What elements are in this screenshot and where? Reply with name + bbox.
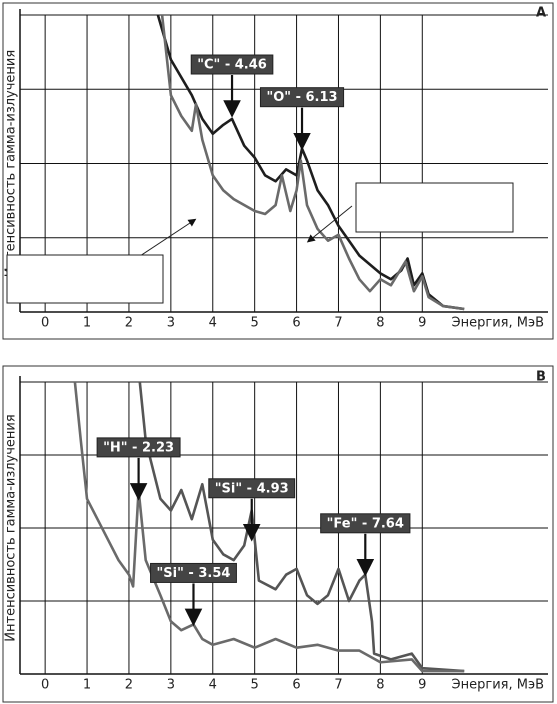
spectrum-line	[138, 382, 465, 673]
annotation-box	[320, 513, 411, 534]
y-axis-label: Интенсивность гамма-излучения	[4, 414, 19, 641]
annotation-box	[208, 478, 296, 499]
x-tick-label: 1	[83, 678, 91, 693]
chart-panel: 0 1 2 3 4 5 6 7 8 9 Энергия, МэВ Интенсивность гамм…	[4, 6, 548, 331]
callout-arrow	[139, 218, 197, 257]
x-tick-label: 0	[41, 316, 49, 331]
spectrum-line	[160, 15, 465, 311]
spectrum-line	[156, 15, 465, 311]
x-tick-label: 2	[125, 678, 133, 693]
x-tick-label: 4	[209, 316, 217, 331]
x-tick-label: 7	[334, 316, 342, 331]
callout-box	[355, 182, 514, 233]
x-axis-label: Энергия, МэВ	[452, 678, 544, 693]
panel-letter: A	[536, 6, 546, 21]
x-tick-label: 8	[376, 316, 384, 331]
panel-frame	[2, 2, 554, 340]
callout-box	[6, 254, 164, 304]
annotation-label: "O" - 6.13	[266, 90, 337, 105]
annotation-label: "C" - 4.46	[197, 58, 267, 73]
x-tick-label: 0	[41, 678, 49, 693]
x-tick-label: 1	[83, 316, 91, 331]
x-tick-label: 6	[292, 678, 300, 693]
x-tick-label: 2	[125, 316, 133, 331]
empty-callouts	[6, 182, 514, 304]
panel-frame	[2, 365, 554, 703]
x-tick-label: 9	[418, 316, 426, 331]
y-axis-label: Интенсивность гамма-излучения	[4, 50, 19, 277]
x-tick-label: 3	[167, 316, 175, 331]
chart-panel: 0 1 2 3 4 5 6 7 8 9 Энергия, МэВ Интенсивность гамм…	[4, 370, 548, 693]
charts: 0 1 2 3 4 5 6 7 8 9 Энергия, МэВ Интенсивность гамм…	[4, 6, 548, 693]
x-tick-label: 5	[251, 678, 259, 693]
x-axis-label: Энергия, МэВ	[452, 316, 544, 331]
x-tick-label: 9	[418, 678, 426, 693]
annotation-label: "Si" - 4.93	[215, 481, 289, 496]
annotation-box	[190, 54, 274, 75]
annotation-label: "Fe" - 7.64	[327, 516, 404, 531]
annotation-box	[96, 437, 181, 458]
x-tick-label: 6	[292, 316, 300, 331]
x-tick-label: 4	[209, 678, 217, 693]
annotation-label: "H" - 2.23	[103, 440, 174, 455]
x-tick-label: 5	[251, 316, 259, 331]
annotation-box	[259, 87, 345, 108]
panel-letter: B	[536, 370, 546, 385]
annotation-box	[150, 562, 237, 583]
annotation-label: "Si" - 3.54	[157, 566, 231, 581]
x-tick-label: 7	[334, 678, 342, 693]
x-tick-label: 3	[167, 678, 175, 693]
x-tick-label: 8	[376, 678, 384, 693]
callout-arrow	[306, 205, 353, 243]
